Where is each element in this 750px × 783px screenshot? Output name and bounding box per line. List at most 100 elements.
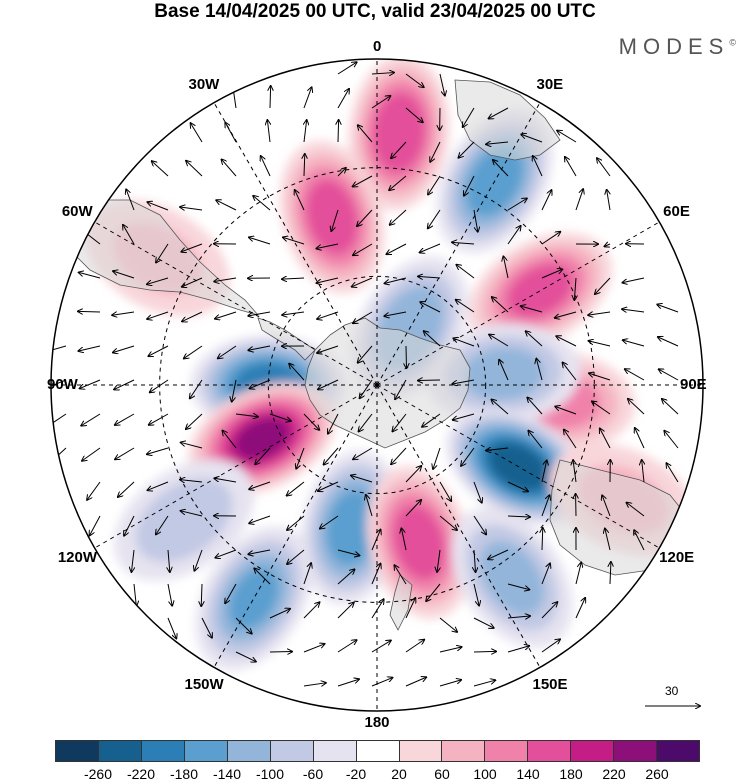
reference-vector-label: 30 [665, 684, 679, 698]
wind-vector [507, 583, 529, 590]
wind-vector [225, 123, 237, 143]
wind-vector [352, 277, 373, 287]
wind-vector [607, 190, 611, 211]
wind-vector [304, 120, 307, 143]
wind-vector [147, 311, 169, 319]
wind-vector [303, 413, 319, 430]
wind-vector [118, 481, 135, 497]
wind-vector [282, 278, 305, 279]
wind-vector [337, 640, 357, 653]
wind-vector [439, 515, 457, 530]
colorbar-tick-label: -180 [169, 766, 199, 782]
wind-vector [90, 515, 101, 535]
wind-vector [422, 413, 441, 427]
colorbar-tick-label: -60 [302, 766, 324, 782]
colorbar-tick-label: 20 [391, 766, 407, 782]
wind-vectors [51, 62, 679, 687]
wind-vector [625, 369, 645, 381]
wind-vector [253, 196, 271, 211]
map-border [50, 58, 704, 712]
meridian-line [213, 102, 378, 386]
colorbar-cell [270, 741, 314, 761]
wind-vector [87, 481, 101, 500]
wind-vector [387, 243, 407, 254]
wind-vector [634, 530, 645, 551]
wind-vector [542, 528, 543, 551]
wind-vector [405, 107, 423, 122]
wind-vector [405, 640, 424, 653]
wind-vector [371, 641, 391, 653]
wind-vector [328, 413, 339, 434]
wind-vector [282, 312, 305, 315]
wind-vector [318, 481, 339, 491]
wind-vector [126, 189, 135, 211]
wind-vector [318, 379, 339, 389]
wind-vector [78, 311, 101, 312]
wind-vector [666, 463, 679, 483]
wind-vector [186, 413, 203, 429]
brand-mark: © [729, 37, 736, 48]
wind-vector [180, 207, 203, 210]
wind-vector [181, 243, 203, 252]
anomaly-center [425, 323, 582, 425]
wind-vector [303, 563, 311, 585]
wind-vector [463, 107, 475, 127]
wind-vector [452, 379, 475, 384]
longitude-label: 150W [184, 675, 224, 693]
wind-vector [218, 345, 237, 358]
brand-name: MODES [618, 34, 730, 59]
wind-vector [420, 302, 441, 313]
africa-landmass [454, 79, 561, 161]
wind-vector [113, 271, 135, 279]
wind-vector [565, 157, 577, 177]
wind-vector [337, 89, 349, 109]
wind-vector [452, 242, 475, 244]
wind-vector [385, 277, 407, 283]
colorbar-cell [657, 741, 700, 761]
wind-vector [223, 431, 237, 449]
longitude-label: 0 [373, 38, 382, 55]
wind-vector [459, 141, 475, 158]
wind-vector [424, 331, 441, 347]
wind-vector [499, 360, 509, 381]
wind-vector [358, 345, 373, 363]
wind-vector [605, 529, 611, 551]
wind-vector [391, 141, 407, 158]
wind-vector [507, 646, 529, 653]
wind-vector [232, 379, 237, 402]
anomaly-contour [326, 490, 378, 566]
wind-vector [303, 644, 324, 653]
wind-vector [575, 189, 583, 211]
colorbar-cell [571, 741, 615, 761]
colorbar-tick-label: 140 [516, 766, 540, 782]
wind-vector [51, 379, 67, 388]
wind-vector [225, 583, 237, 603]
wind-vector [235, 617, 252, 633]
wind-vector [489, 107, 509, 118]
wind-vector [439, 481, 451, 501]
wind-vector [528, 431, 543, 449]
wind-vector [371, 564, 380, 585]
wind-vector [473, 680, 495, 687]
colorbar-cell [141, 741, 185, 761]
antarctic-peninsula [257, 317, 316, 361]
colorbar-cell [98, 741, 142, 761]
wind-vector [507, 226, 521, 245]
wind-vector [371, 599, 384, 619]
meridian-line [94, 221, 378, 386]
wind-vector [473, 651, 496, 652]
wind-vector [371, 96, 390, 109]
wind-vector [222, 159, 237, 177]
colorbar-tick-label: -140 [212, 766, 242, 782]
colorbar-cell [356, 741, 400, 761]
wind-vector [486, 448, 509, 451]
wind-vector [473, 617, 494, 628]
wind-vector [254, 569, 271, 585]
wind-vector [439, 73, 445, 95]
colorbar-cell [56, 741, 99, 761]
wind-vector [610, 562, 611, 585]
wind-vector [418, 276, 441, 278]
wind-vector [405, 598, 415, 619]
new-zealand-landmass [389, 574, 413, 631]
meridian-line [213, 384, 378, 668]
